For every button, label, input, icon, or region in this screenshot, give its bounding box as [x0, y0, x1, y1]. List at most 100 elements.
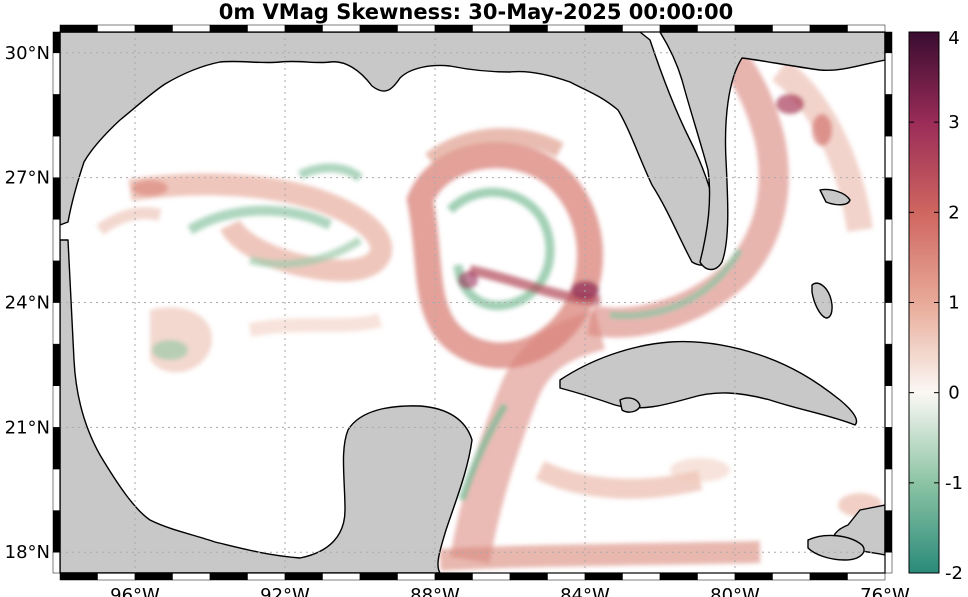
lat-tick-label: 27°N [5, 168, 50, 189]
frame-segment-bottom [434, 572, 473, 581]
frame-segment-bottom [734, 572, 773, 581]
lat-tick-label: 21°N [5, 417, 50, 438]
frame-segment-top [209, 24, 248, 33]
frame-segment-bottom [359, 572, 398, 581]
frame-segment-top [434, 24, 473, 33]
frame-segment-left [52, 551, 61, 574]
frame-segment-top [322, 24, 361, 33]
field-loop-current-inner [446, 187, 555, 310]
frame-segment-left [52, 302, 61, 345]
frame-segment-bottom [247, 572, 286, 581]
frame-segment-bottom [134, 572, 173, 581]
frame-segment-right [884, 135, 893, 178]
latitude-labels: 30°N 27°N 24°N 21°N 18°N [5, 43, 50, 563]
frame-segment-bottom [322, 572, 361, 581]
frame-segment-bottom [209, 572, 248, 581]
frame-segment-left [52, 31, 61, 54]
frame-segment-top [809, 24, 848, 33]
frame-segment-left [52, 260, 61, 303]
field-west-tongue [96, 207, 162, 235]
frame-segment-top [584, 24, 623, 33]
frame-segment-right [884, 510, 893, 553]
frame-segment-bottom [584, 572, 623, 581]
frame-segment-right [884, 260, 893, 303]
graticule [60, 32, 885, 573]
lon-tick-label: 84°W [560, 585, 610, 597]
lon-tick-label: 80°W [710, 585, 760, 597]
frame-segment-top [547, 24, 586, 33]
frame-segment-top [509, 24, 548, 33]
frame-segment-right [884, 468, 893, 511]
field-eastern-band [425, 128, 564, 167]
frame-segment-right [884, 427, 893, 470]
field-loop-hotspot-2 [458, 271, 478, 289]
field-southwest-green [152, 340, 188, 360]
frame-segment-right [884, 551, 893, 574]
field-west-red [132, 180, 168, 196]
lat-tick-label: 24°N [5, 293, 50, 314]
frame-segment-left [52, 385, 61, 428]
longitude-labels: 96°W 92°W 88°W 84°W 80°W 76°W [110, 585, 910, 597]
frame-segment-left [52, 135, 61, 178]
frame-segment-top [397, 24, 436, 33]
map-outline [59, 31, 886, 574]
frame-segment-left [52, 343, 61, 386]
field-yucatan-jet [450, 310, 606, 564]
colorbar-tick-label: 1 [948, 293, 959, 314]
land-mexico [60, 239, 473, 573]
frame-segment-bottom [397, 572, 436, 581]
land [60, 32, 885, 573]
frame-segment-top [847, 24, 886, 33]
frame-segment-right [884, 94, 893, 137]
frame-segment-top [772, 24, 811, 33]
frame-segment-left [52, 510, 61, 553]
frame-segment-top [697, 24, 736, 33]
field-atlantic-hotspot-2 [776, 94, 804, 114]
colorbar-tick-label: 0 [948, 383, 959, 404]
lat-tick-label: 30°N [5, 43, 50, 64]
frame-segment-bottom [659, 572, 698, 581]
frame-segment-top [359, 24, 398, 33]
field-west-eddy-green [187, 205, 333, 235]
frame-segment-bottom [547, 572, 586, 581]
colorbar-ticks: 4 3 2 1 0 -1 -2 [909, 28, 963, 584]
field-yucatan-jet-green [458, 403, 509, 502]
frame-segment-top [622, 24, 661, 33]
field-florida-current-green [609, 248, 744, 320]
frame-segment-bottom [172, 572, 211, 581]
lon-tick-label: 76°W [860, 585, 910, 597]
frame-segment-top [659, 24, 698, 33]
land-jamaica [807, 534, 865, 561]
field-central-south [248, 313, 383, 337]
field-loop-current-core [469, 265, 601, 305]
frame-segment-left [52, 427, 61, 470]
frame-segment-right [884, 302, 893, 345]
frame-segment-right [884, 219, 893, 262]
frame-segment-right [884, 385, 893, 428]
frame-segment-top [472, 24, 511, 33]
frame-segment-right [884, 31, 893, 54]
frame-segment-bottom [509, 572, 548, 581]
frame-segment-left [52, 52, 61, 95]
map-frame [52, 24, 893, 581]
colorbar-tick-label: -1 [945, 473, 963, 494]
field-florida-current [587, 34, 789, 338]
lon-tick-label: 96°W [110, 585, 160, 597]
field-west-eddy-green-2 [249, 236, 363, 268]
frame-segment-top [59, 24, 98, 33]
frame-segment-top [97, 24, 136, 33]
colorbar-tick-label: -2 [945, 563, 963, 584]
frame-segment-top [247, 24, 286, 33]
frame-segment-left [52, 219, 61, 262]
field-west-eddy [128, 173, 393, 282]
field-east-caribbean-patch [670, 458, 730, 482]
frame-segment-right [884, 177, 893, 220]
land-isle-of-youth [619, 397, 641, 413]
frame-segment-top [284, 24, 323, 33]
field-caribbean-mid [535, 460, 703, 499]
frame-segment-bottom [284, 572, 323, 581]
frame-segment-top [172, 24, 211, 33]
frame-segment-bottom [59, 572, 98, 581]
map-title: 0m VMag Skewness: 30-May-2025 00:00:00 [218, 0, 734, 24]
